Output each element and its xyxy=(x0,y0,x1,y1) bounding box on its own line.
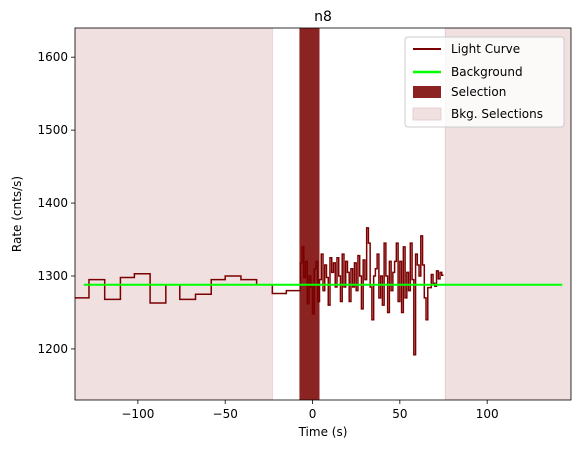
x-axis-label: Time (s) xyxy=(298,425,348,439)
x-tick-label--50: −50 xyxy=(213,407,238,421)
x-tick-label--100: −100 xyxy=(121,407,154,421)
axes-frame xyxy=(74,27,572,401)
y-tick-label-1200: 1200 xyxy=(37,342,68,356)
x-axis: −100 −50 0 50 100 xyxy=(121,400,499,421)
y-axis: 1200 1300 1400 1500 1600 xyxy=(37,50,75,356)
legend-label-light-curve: Light Curve xyxy=(451,42,520,56)
legend-label-bkg-selections: Bkg. Selections xyxy=(451,107,543,121)
y-tick-label-1600: 1600 xyxy=(37,50,68,64)
x-tick-label-100: 100 xyxy=(476,407,499,421)
legend-label-background: Background xyxy=(451,65,523,79)
y-axis-label: Rate (cnts/s) xyxy=(10,176,24,252)
light-curve-line xyxy=(75,227,444,356)
chart-title: n8 xyxy=(314,9,332,25)
y-tick-label-1300: 1300 xyxy=(37,269,68,283)
legend-label-selection: Selection xyxy=(451,85,506,99)
selection-region xyxy=(299,28,320,400)
x-tick-label-50: 50 xyxy=(392,407,407,421)
y-tick-label-1500: 1500 xyxy=(37,123,68,137)
y-tick-label-1400: 1400 xyxy=(37,196,68,210)
x-tick-label-0: 0 xyxy=(309,407,317,421)
legend-swatch-selection xyxy=(413,86,441,98)
bkg-selection-region-0 xyxy=(75,28,273,400)
legend-swatch-bkg-selections xyxy=(412,107,442,121)
legend: Light Curve Background Selection Bkg. Se… xyxy=(404,36,565,128)
legend-box xyxy=(404,36,565,128)
